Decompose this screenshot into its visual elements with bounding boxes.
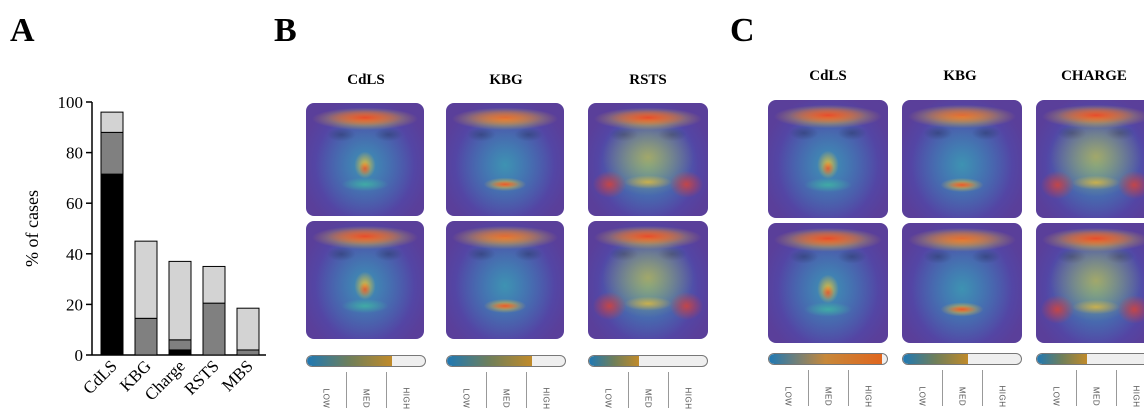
- colorbar-label: MED: [361, 388, 371, 409]
- face-heatmap: [902, 223, 1022, 343]
- colorbar-fill: [447, 356, 532, 366]
- panel-b-title-1: CdLS: [347, 72, 385, 88]
- colorbar-ticks: LOW MED HIGH: [446, 368, 566, 412]
- bar-segment: [202, 265, 226, 304]
- colorbar-divider: [386, 372, 387, 408]
- face-heatmap: [768, 223, 888, 343]
- colorbar-divider: [628, 372, 629, 408]
- face-heatmap: [1036, 223, 1144, 343]
- colorbar-label: MED: [823, 386, 833, 407]
- bar-segment: [236, 307, 260, 351]
- panel-c-letter: C: [730, 12, 755, 49]
- face-heatmap: [902, 100, 1022, 218]
- colorbar-divider: [486, 372, 487, 408]
- panel-a-letter: A: [10, 12, 35, 49]
- colorbar-fill: [307, 356, 392, 366]
- bar-segment: [134, 240, 158, 319]
- y-tick-label: 60: [66, 194, 83, 213]
- colorbar-label: LOW: [783, 386, 793, 407]
- face-heatmap: [588, 103, 708, 216]
- colorbar-divider: [526, 372, 527, 408]
- colorbar: [446, 355, 566, 367]
- y-axis-label: % of cases: [22, 190, 42, 267]
- colorbar-label: HIGH: [541, 387, 551, 410]
- panel-c-title-2: KBG: [943, 68, 977, 84]
- colorbar-label: MED: [501, 388, 511, 409]
- bar-segment: [236, 349, 260, 356]
- bar-segment: [134, 317, 158, 356]
- colorbar-divider: [982, 370, 983, 406]
- colorbar-divider: [848, 370, 849, 406]
- x-tick-label: MBS: [218, 356, 257, 395]
- colorbar-divider: [668, 372, 669, 408]
- colorbar-ticks: LOW MED HIGH: [588, 368, 708, 412]
- face-heatmap: [306, 221, 424, 339]
- face-heatmap: [588, 221, 708, 339]
- bar-segment: [100, 111, 124, 133]
- colorbar-divider: [346, 372, 347, 408]
- face-heatmap: [446, 221, 564, 339]
- bar-segment: [100, 173, 124, 356]
- colorbar-divider: [808, 370, 809, 406]
- y-tick-label: 20: [66, 295, 83, 314]
- bar-segment: [100, 131, 124, 175]
- face-heatmap: [446, 103, 564, 216]
- colorbar-ticks: LOW MED HIGH: [1036, 366, 1144, 410]
- y-tick-label: 80: [66, 144, 83, 163]
- colorbar-label: HIGH: [863, 385, 873, 408]
- colorbar-label: MED: [1091, 386, 1101, 407]
- panel-c-title-1: CdLS: [809, 68, 847, 84]
- colorbar-label: MED: [957, 386, 967, 407]
- colorbar-label: HIGH: [683, 387, 693, 410]
- colorbar-ticks: LOW MED HIGH: [902, 366, 1022, 410]
- y-tick-label: 40: [66, 245, 83, 264]
- bar-segment: [168, 339, 192, 351]
- colorbar-label: HIGH: [997, 385, 1007, 408]
- panel-b-letter: B: [274, 12, 297, 49]
- face-heatmap: [1036, 100, 1144, 218]
- colorbar-label: LOW: [321, 388, 331, 409]
- colorbar-fill: [1037, 354, 1087, 364]
- colorbar-ticks: LOW MED HIGH: [306, 368, 426, 412]
- colorbar: [1036, 353, 1144, 365]
- colorbar-ticks: LOW MED HIGH: [768, 366, 888, 410]
- colorbar-divider: [942, 370, 943, 406]
- face-heatmap: [306, 103, 424, 216]
- y-tick-label: 0: [75, 346, 84, 365]
- bar-segment: [168, 349, 192, 356]
- bar-segment: [202, 302, 226, 356]
- face-heatmap: [768, 100, 888, 218]
- panel-c-title-3: CHARGE: [1061, 68, 1127, 84]
- colorbar-label: LOW: [917, 386, 927, 407]
- colorbar-label: LOW: [1051, 386, 1061, 407]
- colorbar-label: MED: [643, 388, 653, 409]
- colorbar-label: LOW: [603, 388, 613, 409]
- colorbar-divider: [1076, 370, 1077, 406]
- colorbar-label: HIGH: [401, 387, 411, 410]
- colorbar-fill: [589, 356, 639, 366]
- colorbar-fill: [769, 354, 883, 364]
- colorbar-label: LOW: [461, 388, 471, 409]
- colorbar: [588, 355, 708, 367]
- colorbar: [768, 353, 888, 365]
- panel-b-title-3: RSTS: [629, 72, 667, 88]
- colorbar: [902, 353, 1022, 365]
- panel-b-title-2: KBG: [489, 72, 523, 88]
- bar-segment: [168, 260, 192, 341]
- colorbar-divider: [1116, 370, 1117, 406]
- colorbar: [306, 355, 426, 367]
- colorbar-fill: [903, 354, 968, 364]
- x-tick-label: CdLS: [79, 356, 120, 397]
- colorbar-label: HIGH: [1131, 385, 1141, 408]
- x-tick-label: RSTS: [181, 356, 223, 398]
- y-tick-label: 100: [58, 93, 84, 112]
